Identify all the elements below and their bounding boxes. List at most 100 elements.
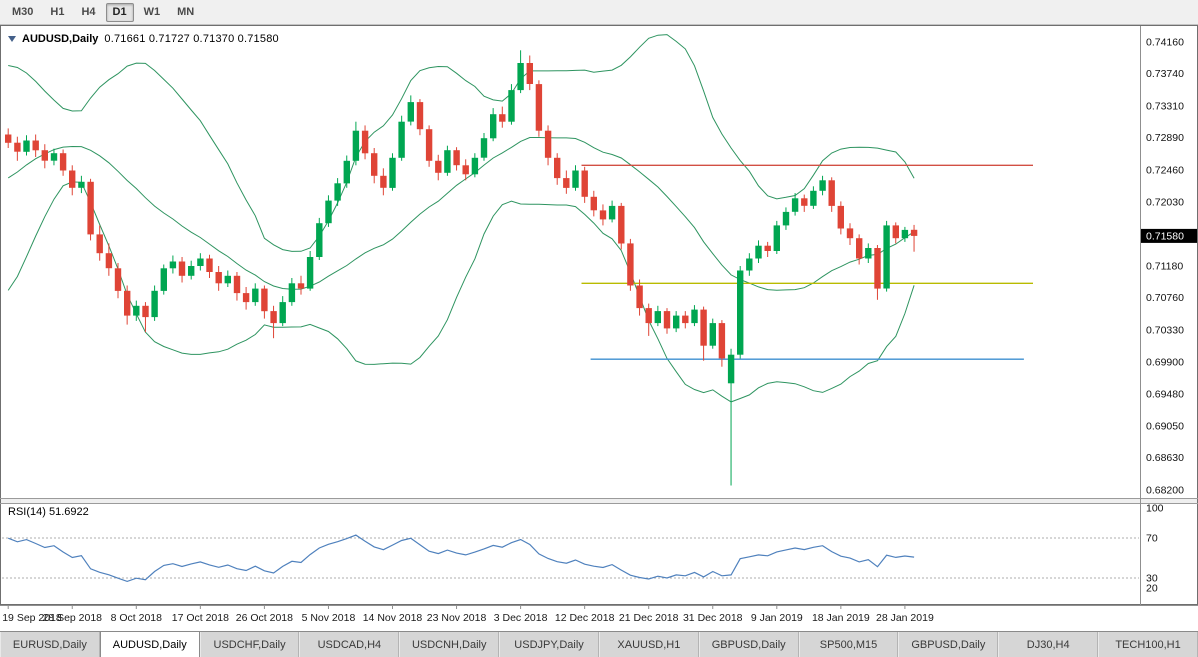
candle[interactable] [590, 190, 597, 217]
candle[interactable] [50, 148, 58, 166]
candle[interactable] [627, 238, 634, 291]
candle[interactable] [306, 251, 314, 291]
candle[interactable] [87, 178, 94, 241]
candle[interactable] [444, 145, 451, 176]
candle[interactable] [178, 257, 186, 283]
symbol-tab-sp500-m15[interactable]: SP500,M15 [798, 632, 899, 657]
candle[interactable] [252, 283, 259, 306]
candle[interactable] [764, 241, 771, 257]
candle[interactable] [133, 300, 140, 321]
candle[interactable] [114, 263, 122, 299]
candle[interactable] [892, 222, 899, 244]
candle[interactable] [371, 148, 378, 184]
candle[interactable] [380, 168, 387, 196]
candle[interactable] [425, 125, 433, 167]
candle[interactable] [453, 147, 460, 171]
candle[interactable] [32, 134, 39, 158]
candle[interactable] [206, 254, 213, 278]
candle[interactable] [78, 175, 85, 194]
candle[interactable] [535, 80, 543, 137]
candle[interactable] [874, 245, 881, 300]
candle[interactable] [810, 186, 817, 209]
candle[interactable] [700, 306, 707, 361]
timeframe-button-w1[interactable]: W1 [143, 5, 161, 18]
candle[interactable] [389, 153, 396, 191]
candle[interactable] [636, 279, 643, 316]
candle[interactable] [901, 226, 909, 242]
timeframe-button-mn[interactable]: MN [177, 5, 195, 18]
symbol-tab-dj30-h4[interactable]: DJ30,H4 [998, 632, 1099, 657]
candle[interactable] [782, 207, 790, 230]
candle[interactable] [224, 270, 231, 288]
candle[interactable] [846, 223, 854, 245]
candle[interactable] [343, 155, 350, 188]
candle[interactable] [563, 170, 570, 194]
candle[interactable] [480, 133, 488, 161]
timeframe-button-h4[interactable]: H4 [81, 5, 96, 18]
candle[interactable] [197, 253, 204, 271]
symbol-tab-usdjpy-daily[interactable]: USDJPY,Daily [499, 632, 599, 657]
symbol-tab-xauusd-h1[interactable]: XAUUSD,H1 [598, 632, 699, 657]
candle[interactable] [837, 201, 844, 235]
candle[interactable] [828, 177, 835, 212]
candle[interactable] [663, 308, 671, 334]
symbol-tab-usdchf-daily[interactable]: USDCHF,Daily [199, 632, 300, 657]
candle[interactable] [124, 285, 131, 325]
candle[interactable] [709, 318, 716, 349]
candle[interactable] [462, 159, 469, 181]
candle[interactable] [23, 135, 30, 156]
candle[interactable] [544, 125, 552, 166]
candle[interactable] [41, 144, 48, 169]
candle[interactable] [727, 348, 735, 486]
candle[interactable] [517, 50, 524, 94]
candle[interactable] [581, 166, 588, 203]
candle[interactable] [608, 200, 616, 223]
candle[interactable] [737, 266, 744, 359]
candle[interactable] [856, 234, 863, 265]
symbol-tab-audusd-daily[interactable]: AUDUSD,Daily [99, 632, 200, 657]
candle[interactable] [361, 125, 369, 160]
candle[interactable] [261, 285, 268, 319]
panel-splitter[interactable] [1, 498, 1197, 503]
candle[interactable] [526, 55, 533, 91]
candle[interactable] [14, 136, 21, 161]
candle[interactable] [151, 285, 158, 321]
candle[interactable] [490, 108, 497, 142]
candle[interactable] [471, 153, 479, 178]
candle[interactable] [325, 195, 332, 227]
candle[interactable] [746, 253, 753, 276]
candle[interactable] [288, 278, 296, 306]
candle[interactable] [910, 224, 918, 252]
candle[interactable] [188, 260, 195, 280]
symbol-tab-eurusd-daily[interactable]: EURUSD,Daily [0, 632, 100, 657]
candle[interactable] [270, 305, 277, 339]
candle[interactable] [59, 149, 67, 176]
candle[interactable] [682, 311, 689, 329]
candle[interactable] [554, 153, 561, 185]
candle[interactable] [791, 193, 799, 216]
candle[interactable] [407, 95, 414, 126]
symbol-tab-gbpusd-daily[interactable]: GBPUSD,Daily [898, 632, 999, 657]
candle[interactable] [5, 128, 12, 148]
candle[interactable] [773, 220, 780, 254]
candle[interactable] [297, 275, 305, 295]
candle[interactable] [142, 302, 149, 333]
candle[interactable] [169, 255, 177, 274]
candle[interactable] [334, 178, 341, 206]
candle[interactable] [865, 243, 872, 263]
candle[interactable] [416, 99, 424, 136]
candle[interactable] [242, 287, 250, 310]
symbol-tab-tech100-h1[interactable]: TECH100,H1 [1098, 632, 1198, 657]
candle[interactable] [883, 220, 890, 292]
symbol-tab-usdcnh-daily[interactable]: USDCNH,Daily [399, 632, 500, 657]
candle[interactable] [233, 272, 241, 301]
timeframe-button-h1[interactable]: H1 [50, 5, 65, 18]
candle[interactable] [819, 175, 826, 196]
candle[interactable] [69, 165, 76, 196]
candle[interactable] [654, 305, 661, 327]
candle[interactable] [645, 303, 652, 336]
candle[interactable] [105, 243, 113, 276]
price-chart-canvas[interactable]: 0.74160 0.73740 0.73310 0.72890 0.72460 0.720… [0, 25, 1198, 631]
candle[interactable] [352, 121, 360, 166]
candle[interactable] [599, 204, 607, 226]
